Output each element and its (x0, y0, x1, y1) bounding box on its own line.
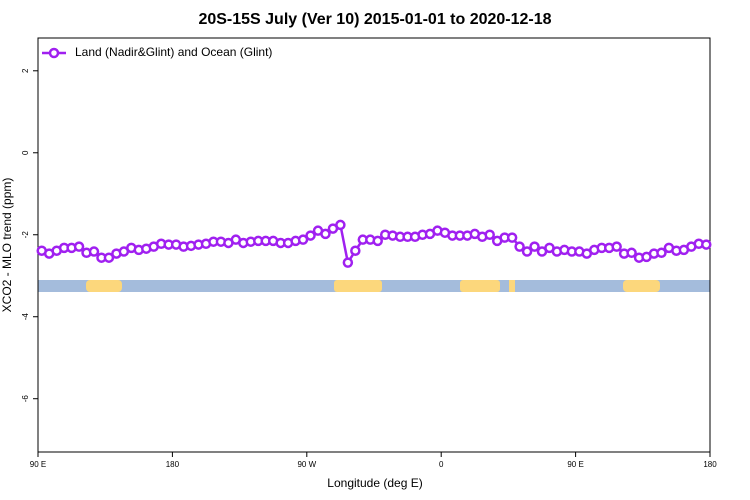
point (73, 241, 85, 252)
x-tick-label: 180 (703, 460, 717, 469)
y-tick-label: -2 (21, 231, 30, 239)
x-tick-label: 90 W (297, 460, 316, 469)
point (305, 230, 316, 241)
point (320, 228, 331, 240)
x-tick-label: 180 (166, 460, 180, 469)
point (103, 252, 115, 263)
y-tick-label: 0 (21, 150, 30, 155)
point (297, 234, 309, 245)
point (626, 247, 637, 259)
point (656, 247, 667, 259)
x-tick-label: 90 E (567, 460, 583, 469)
x-tick-label: 90 E (30, 460, 46, 469)
legend-marker (48, 47, 60, 59)
point (350, 245, 361, 256)
x-tick-label: 0 (439, 460, 444, 469)
land-segment (86, 280, 122, 292)
chart-title: 20S-15S July (Ver 10) 2015-01-01 to 2020… (198, 11, 551, 28)
point (484, 229, 495, 241)
land-segment (334, 280, 382, 292)
land-segment (509, 280, 515, 292)
point (88, 246, 100, 257)
legend-label: Land (Nadir&Glint) and Ocean (Glint) (75, 45, 272, 59)
point (521, 246, 533, 257)
point (335, 219, 346, 231)
y-tick-label: -6 (21, 395, 30, 403)
point (529, 241, 540, 252)
y-tick-label: 2 (21, 68, 30, 73)
land-segment (460, 280, 500, 292)
point (372, 235, 383, 247)
y-axis-label: XCO2 - MLO trend (ppm) (0, 178, 14, 313)
point (514, 241, 525, 252)
point (701, 239, 712, 250)
point (611, 241, 622, 252)
land-ocean-strip (38, 280, 710, 292)
point (506, 232, 518, 243)
land-segment (623, 280, 660, 292)
x-axis-label: Longitude (deg E) (327, 476, 422, 490)
point (342, 257, 354, 268)
y-tick-label: -4 (21, 313, 30, 321)
